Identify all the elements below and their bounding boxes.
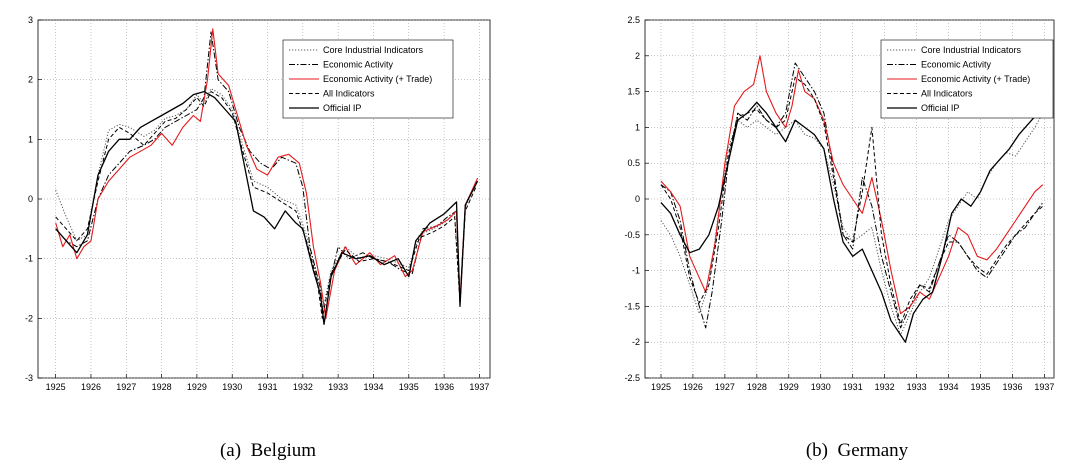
series-line-4 (660, 101, 1044, 343)
series-line-4 (55, 90, 479, 325)
series-line-3 (660, 76, 1044, 325)
legend-label: Official IP (323, 103, 361, 113)
series-line-3 (55, 91, 477, 319)
y-tick-label: 2 (28, 75, 33, 85)
y-tick-label: 0 (635, 194, 640, 204)
legend: Core Industrial Indicators Economic Activ… (282, 39, 454, 119)
x-tick-label: 1927 (116, 382, 136, 392)
x-tick-label: 1932 (875, 382, 895, 392)
x-tick-label: 1934 (939, 382, 959, 392)
x-tick-label: 1928 (152, 382, 172, 392)
legend-label: Economic Activity (323, 60, 394, 70)
x-tick-label: 1929 (187, 382, 207, 392)
y-tick-label: 2.5 (627, 15, 640, 25)
legend-label: Core Industrial Indicators (323, 45, 424, 55)
y-tick-label: -1 (632, 266, 640, 276)
legend: Core Industrial Indicators Economic Activ… (880, 39, 1054, 119)
y-tick-label: 1.5 (627, 87, 640, 97)
y-tick-label: -2 (25, 313, 33, 323)
x-tick-label: 1928 (747, 382, 767, 392)
x-tick-label: 1933 (907, 382, 927, 392)
x-tick-label: 1925 (46, 382, 66, 392)
x-tick-label: 1926 (683, 382, 703, 392)
x-tick-label: 1937 (469, 382, 489, 392)
y-tick-label: -1 (25, 254, 33, 264)
y-tick-label: 0.5 (627, 158, 640, 168)
x-tick-label: 1935 (399, 382, 419, 392)
x-tick-label: 1934 (363, 382, 383, 392)
y-tick-label: 2 (635, 51, 640, 61)
panel-belgium: 1925 1926 1927 1928 1929 1930 1931 1932 1933 1934… (25, 15, 491, 461)
x-tick-label: 1933 (328, 382, 348, 392)
legend-label: Core Industrial Indicators (921, 45, 1022, 55)
x-tick-label: 1936 (434, 382, 454, 392)
x-tick-label: 1929 (779, 382, 799, 392)
y-tick-label: -0.5 (624, 230, 640, 240)
x-tick-label: 1936 (1002, 382, 1022, 392)
x-tick-label: 1926 (81, 382, 101, 392)
y-tick-label: 3 (28, 15, 33, 25)
legend-label: Economic Activity (921, 60, 992, 70)
x-tick-label: 1927 (715, 382, 735, 392)
x-tick-label: 1932 (293, 382, 313, 392)
x-tick-label: 1935 (970, 382, 990, 392)
series-line-0 (55, 88, 477, 313)
series-line-2 (660, 55, 1044, 315)
x-tick-label: 1931 (843, 382, 863, 392)
legend-label: Economic Activity (+ Trade) (323, 74, 432, 84)
series-line-1 (660, 62, 1044, 329)
legend-label: All Indicators (921, 89, 973, 99)
x-tick-label: 1930 (222, 382, 242, 392)
y-tick-label: -1.5 (624, 301, 640, 311)
legend-label: Economic Activity (+ Trade) (921, 74, 1030, 84)
x-tick-label: 1931 (258, 382, 278, 392)
y-tick-label: -3 (25, 373, 33, 383)
x-tick-label: 1930 (811, 382, 831, 392)
y-tick-label: 0 (28, 194, 33, 204)
panel-caption: (b) Germany (806, 440, 909, 461)
x-tick-label: 1925 (651, 382, 671, 392)
y-tick-label: 1 (28, 134, 33, 144)
panel-germany: 1925 1926 1927 1928 1929 1930 1931 1932 1933 1934… (624, 15, 1054, 461)
y-tick-label: -2.5 (624, 373, 640, 383)
legend-label: All Indicators (323, 89, 375, 99)
y-tick-label: 1 (635, 122, 640, 132)
legend-label: Official IP (921, 103, 959, 113)
x-tick-label: 1937 (1034, 382, 1054, 392)
y-tick-label: -2 (632, 337, 640, 347)
panel-caption: (a) Belgium (220, 440, 316, 461)
